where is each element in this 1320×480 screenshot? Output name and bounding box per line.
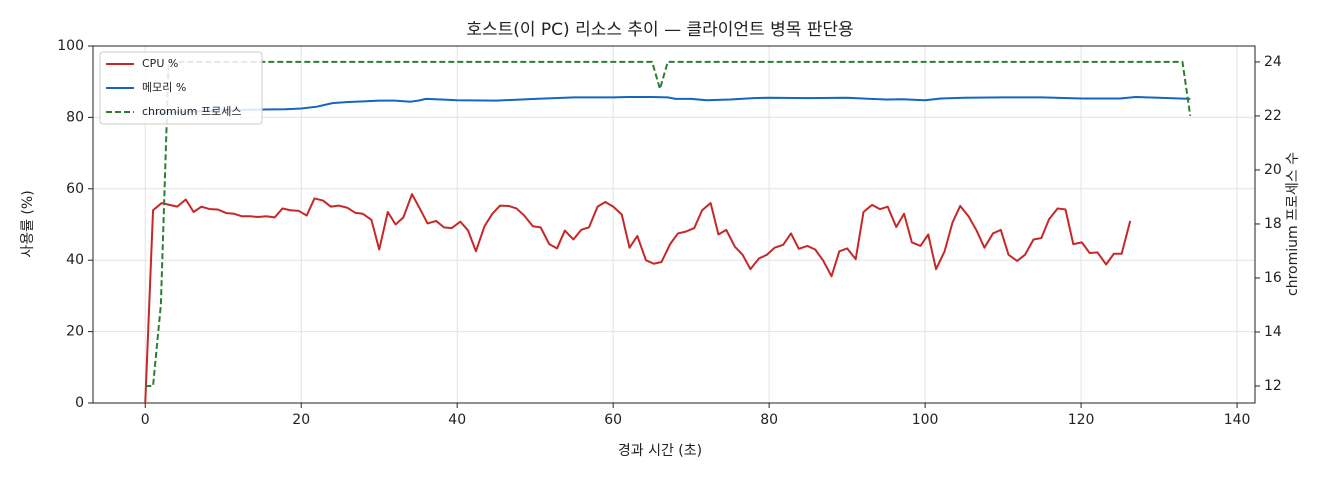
legend-label: CPU % <box>142 57 178 70</box>
plot-frame <box>92 45 1256 404</box>
x-tick-label: 120 <box>1068 412 1095 428</box>
legend-label: 메모리 % <box>142 81 186 94</box>
y2-tick-label: 12 <box>1264 378 1282 394</box>
y-tick-label: 60 <box>66 181 84 197</box>
x-tick-label: 140 <box>1224 412 1251 428</box>
y2-tick-label: 20 <box>1264 162 1282 178</box>
x-tick-label: 60 <box>604 412 622 428</box>
x-tick-label: 100 <box>912 412 939 428</box>
y-tick-label: 80 <box>66 109 84 125</box>
y-tick-label: 100 <box>57 38 84 54</box>
y2-tick-label: 18 <box>1264 216 1282 232</box>
x-tick-label: 20 <box>292 412 310 428</box>
legend-label: chromium 프로세스 <box>142 105 241 118</box>
x-axis-label: 경과 시간 (초) <box>618 443 702 459</box>
y2-tick-label: 24 <box>1264 54 1282 70</box>
data-line <box>145 60 1192 387</box>
legend-box <box>99 51 263 125</box>
y-tick-label: 40 <box>66 252 84 268</box>
y-tick-label: 20 <box>66 324 84 340</box>
y2-tick-label: 16 <box>1264 270 1282 286</box>
data-line <box>144 193 1132 404</box>
legend: CPU % 메모리 % chromium 프로세스 <box>99 51 263 125</box>
x-tick-label: 0 <box>141 412 150 428</box>
y2-tick-label: 22 <box>1264 108 1282 124</box>
y-tick-label: 0 <box>75 395 84 411</box>
chart-title: 호스트(이 PC) 리소스 추이 — 클라이언트 병목 판단용 <box>466 20 853 40</box>
data-line <box>145 96 1191 115</box>
y-axis-label: 사용률 (%) <box>20 190 36 257</box>
y2-tick-label: 14 <box>1264 324 1282 340</box>
y2-axis-label: chromium 프로세스 수 <box>1285 152 1301 296</box>
x-tick-label: 80 <box>760 412 778 428</box>
x-tick-label: 40 <box>448 412 466 428</box>
